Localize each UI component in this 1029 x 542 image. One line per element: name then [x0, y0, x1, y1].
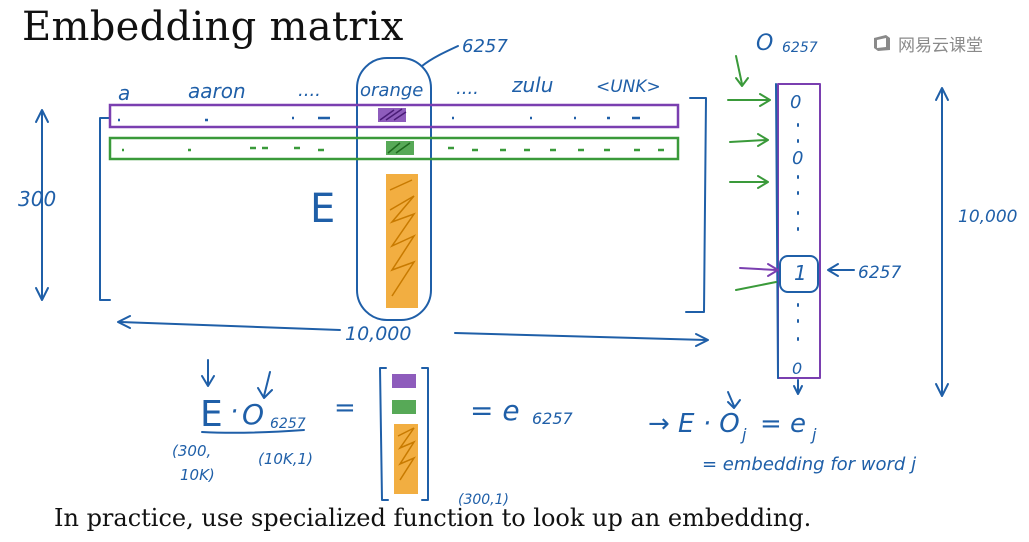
general-note: = embedding for word j — [702, 454, 916, 475]
one-hot-vector — [777, 83, 821, 379]
matrix-right-bracket — [685, 97, 707, 313]
slide-title: Embedding matrix — [22, 4, 404, 50]
general-eq-rhs: = e — [760, 409, 806, 439]
eq-O-sub: 6257 — [270, 416, 306, 432]
result-left-bracket — [379, 367, 389, 501]
label-one-hot-top: O — [756, 31, 773, 56]
eq-equals: = — [334, 393, 356, 423]
eq-result-sub: 6257 — [532, 409, 574, 428]
one-hot-highlight — [779, 255, 819, 293]
one-hot-one: 1 — [794, 261, 807, 285]
eq-dot: · — [230, 397, 238, 427]
orange-column-outline — [356, 57, 432, 321]
label-dim-10000-bottom: 10,000 — [345, 323, 411, 345]
result-cell-orange — [394, 424, 418, 494]
general-eq-sub: j — [740, 425, 747, 444]
one-hot-zero-bottom: 0 — [792, 359, 802, 378]
row-green — [108, 136, 680, 161]
cloud-classroom-icon — [874, 35, 890, 51]
general-eq: → E · O — [648, 409, 740, 439]
label-dim-10000-right: 10,000 — [958, 207, 1017, 227]
result-cell-green — [392, 400, 416, 414]
slide-caption: In practice, use specialized function to… — [54, 504, 812, 532]
label-index-top: 6257 — [462, 36, 508, 57]
shape-e: (300,1) — [458, 492, 509, 508]
vocab-dots1: .... — [298, 80, 321, 101]
label-dim-300: 300 — [18, 187, 56, 211]
watermark-logo: 网易云课堂 — [872, 30, 983, 56]
vocab-orange: orange — [360, 80, 423, 101]
label-matrix-E: E — [310, 186, 335, 232]
row-purple — [108, 103, 680, 129]
vocab-unk: <UNK> — [596, 77, 661, 97]
one-hot-zero-mid: 0 — [792, 148, 803, 169]
shape-O: (10K,1) — [258, 450, 313, 468]
dim-10000-arrow — [119, 321, 707, 341]
vocab-aaron: aaron — [188, 79, 246, 103]
eq-O: O — [242, 398, 264, 431]
eq-result: = e — [470, 394, 520, 427]
matrix-left-bracket — [99, 117, 111, 301]
vocab-zulu: zulu — [511, 73, 553, 97]
label-one-hot-top-sub: 6257 — [782, 40, 818, 56]
shape-E-line1: (300, — [172, 442, 211, 460]
shape-E-line2: 10K) — [180, 466, 215, 484]
general-eq-rhs-sub: j — [810, 425, 817, 444]
watermark-text: 网易云课堂 — [898, 35, 983, 56]
one-hot-zero-top: 0 — [790, 92, 801, 113]
vocab-a: a — [118, 81, 130, 105]
result-right-bracket — [421, 367, 429, 501]
vocab-dots2: .... — [456, 78, 479, 99]
eq-E: E — [200, 394, 223, 435]
result-cell-purple — [392, 374, 416, 388]
label-pointer-6257: 6257 — [858, 263, 901, 283]
